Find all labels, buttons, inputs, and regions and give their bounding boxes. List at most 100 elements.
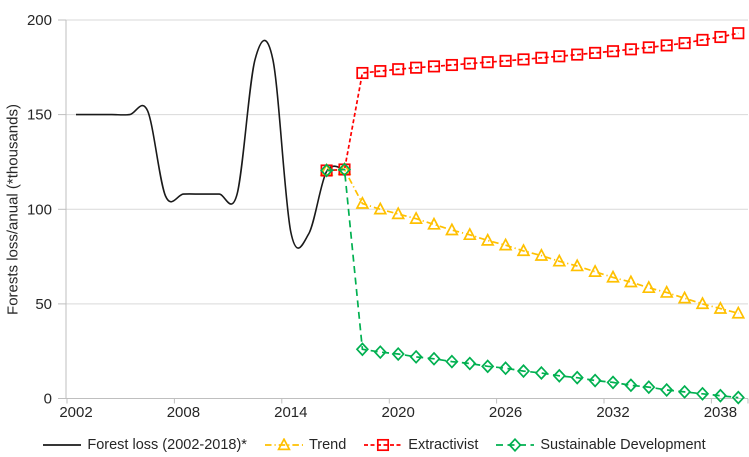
y-tick-label: 0 bbox=[44, 391, 52, 408]
x-tick-label: 2032 bbox=[596, 404, 629, 421]
extractivist-line-sample-icon bbox=[364, 438, 403, 452]
trend-marker bbox=[355, 195, 370, 209]
extractivist-marker bbox=[499, 54, 512, 67]
trend-marker bbox=[624, 274, 638, 288]
sustainable-development-marker bbox=[391, 346, 405, 362]
legend-label-sustainable: Sustainable Development bbox=[540, 437, 706, 453]
extractivist-marker bbox=[660, 39, 673, 52]
trend-marker bbox=[534, 247, 549, 261]
legend-label-trend: Trend bbox=[308, 437, 347, 453]
extractivist-marker bbox=[571, 48, 584, 61]
sustainable-development-marker bbox=[516, 364, 531, 379]
trend-marker bbox=[427, 216, 441, 230]
forest-loss-2002-2018-sample-svg bbox=[43, 444, 82, 446]
series-sustainable-development bbox=[320, 162, 745, 405]
legend-item-sustainable: Sustainable Development bbox=[496, 437, 706, 453]
x-tick-label: 2008 bbox=[167, 404, 200, 421]
extractivist-marker bbox=[427, 60, 441, 73]
trend-line bbox=[326, 168, 739, 315]
x-tick-label: 2026 bbox=[489, 404, 522, 421]
sustainable-development-line bbox=[326, 168, 739, 399]
trend-marker bbox=[588, 264, 602, 277]
sustainable-development-marker bbox=[624, 378, 638, 393]
x-tick-label: 2014 bbox=[274, 404, 307, 421]
trend-marker bbox=[552, 253, 567, 267]
sustainable-development-marker bbox=[552, 368, 566, 383]
extractivist-marker bbox=[624, 43, 637, 56]
x-tick-label: 2002 bbox=[59, 404, 92, 421]
sustainable-line-sample-icon bbox=[496, 437, 535, 453]
sustainable-development-marker bbox=[606, 375, 620, 390]
sustainable-development-marker bbox=[337, 162, 352, 177]
forest-loss-2002-2018-line bbox=[76, 39, 345, 249]
sustainable-development-sample-marker bbox=[508, 437, 522, 453]
trend-sample-svg bbox=[264, 437, 303, 451]
sustainable-development-marker bbox=[320, 163, 334, 178]
extractivist-marker bbox=[356, 66, 369, 80]
legend-label-forest-loss: Forest loss (2002-2018)* bbox=[87, 437, 247, 453]
trend-line-sample-icon bbox=[264, 437, 303, 452]
trend-marker bbox=[498, 237, 513, 251]
trend-marker bbox=[516, 243, 531, 257]
sustainable-development-marker bbox=[427, 351, 441, 366]
series-extractivist bbox=[320, 27, 745, 177]
sustainable-development-marker bbox=[713, 388, 727, 403]
y-tick-label: 150 bbox=[27, 107, 52, 124]
sustainable-development-marker bbox=[534, 365, 548, 380]
y-tick-label: 100 bbox=[27, 201, 52, 218]
trend-marker bbox=[480, 232, 495, 246]
legend-item-trend: Trend bbox=[264, 437, 347, 453]
extractivist-marker bbox=[374, 65, 387, 78]
legend-item-extractivist: Extractivist bbox=[364, 437, 478, 453]
trend-marker bbox=[606, 269, 620, 283]
extractivist-marker bbox=[732, 27, 745, 40]
sustainable-development-marker bbox=[499, 361, 513, 376]
trend-sample-marker bbox=[277, 437, 291, 451]
sustainable-development-marker bbox=[660, 382, 674, 398]
sustainable-development-marker bbox=[373, 345, 387, 360]
extractivist-marker bbox=[714, 30, 727, 44]
trend-marker bbox=[570, 258, 585, 272]
extractivist-marker bbox=[606, 45, 620, 58]
sustainable-development-marker bbox=[355, 342, 369, 357]
trend-marker bbox=[677, 290, 692, 304]
extractivist-marker bbox=[696, 33, 709, 46]
trend-marker bbox=[373, 201, 388, 215]
x-tick-label: 2038 bbox=[704, 404, 737, 421]
extractivist-marker bbox=[463, 57, 476, 70]
extractivist-marker bbox=[678, 37, 691, 50]
sustainable-development-marker bbox=[731, 390, 745, 405]
sustainable-development-marker bbox=[642, 380, 656, 395]
extractivist-line bbox=[326, 32, 739, 172]
y-tick-label: 50 bbox=[35, 296, 52, 313]
trend-marker bbox=[659, 284, 674, 298]
legend: Forest loss (2002-2018)* Trend Extractiv… bbox=[0, 433, 749, 457]
sustainable-development-marker bbox=[678, 384, 692, 399]
trend-marker bbox=[695, 296, 710, 310]
trend-marker bbox=[713, 300, 728, 314]
sustainable-development-marker bbox=[481, 359, 495, 374]
trend-marker bbox=[462, 227, 477, 241]
sustainable-development-sample-svg bbox=[496, 437, 535, 453]
trend-marker bbox=[409, 211, 423, 224]
trend-marker bbox=[641, 280, 656, 294]
sustainable-development-marker bbox=[409, 349, 423, 364]
extractivist-marker bbox=[410, 61, 423, 74]
trend-marker bbox=[391, 206, 406, 220]
series-forest-loss-2002-2018 bbox=[76, 39, 345, 249]
extractivist-sample-svg bbox=[364, 438, 403, 452]
trend-marker bbox=[445, 222, 459, 236]
trend-marker bbox=[731, 305, 746, 319]
extractivist-marker bbox=[589, 46, 602, 59]
extractivist-marker bbox=[535, 51, 548, 64]
legend-label-extractivist: Extractivist bbox=[408, 437, 479, 453]
extractivist-marker bbox=[445, 58, 458, 72]
extractivist-marker bbox=[517, 53, 530, 66]
extractivist-marker bbox=[392, 63, 405, 76]
sustainable-development-marker bbox=[570, 370, 584, 385]
x-tick-label: 2020 bbox=[382, 404, 415, 421]
series-trend bbox=[319, 161, 746, 319]
extractivist-marker bbox=[481, 56, 494, 69]
